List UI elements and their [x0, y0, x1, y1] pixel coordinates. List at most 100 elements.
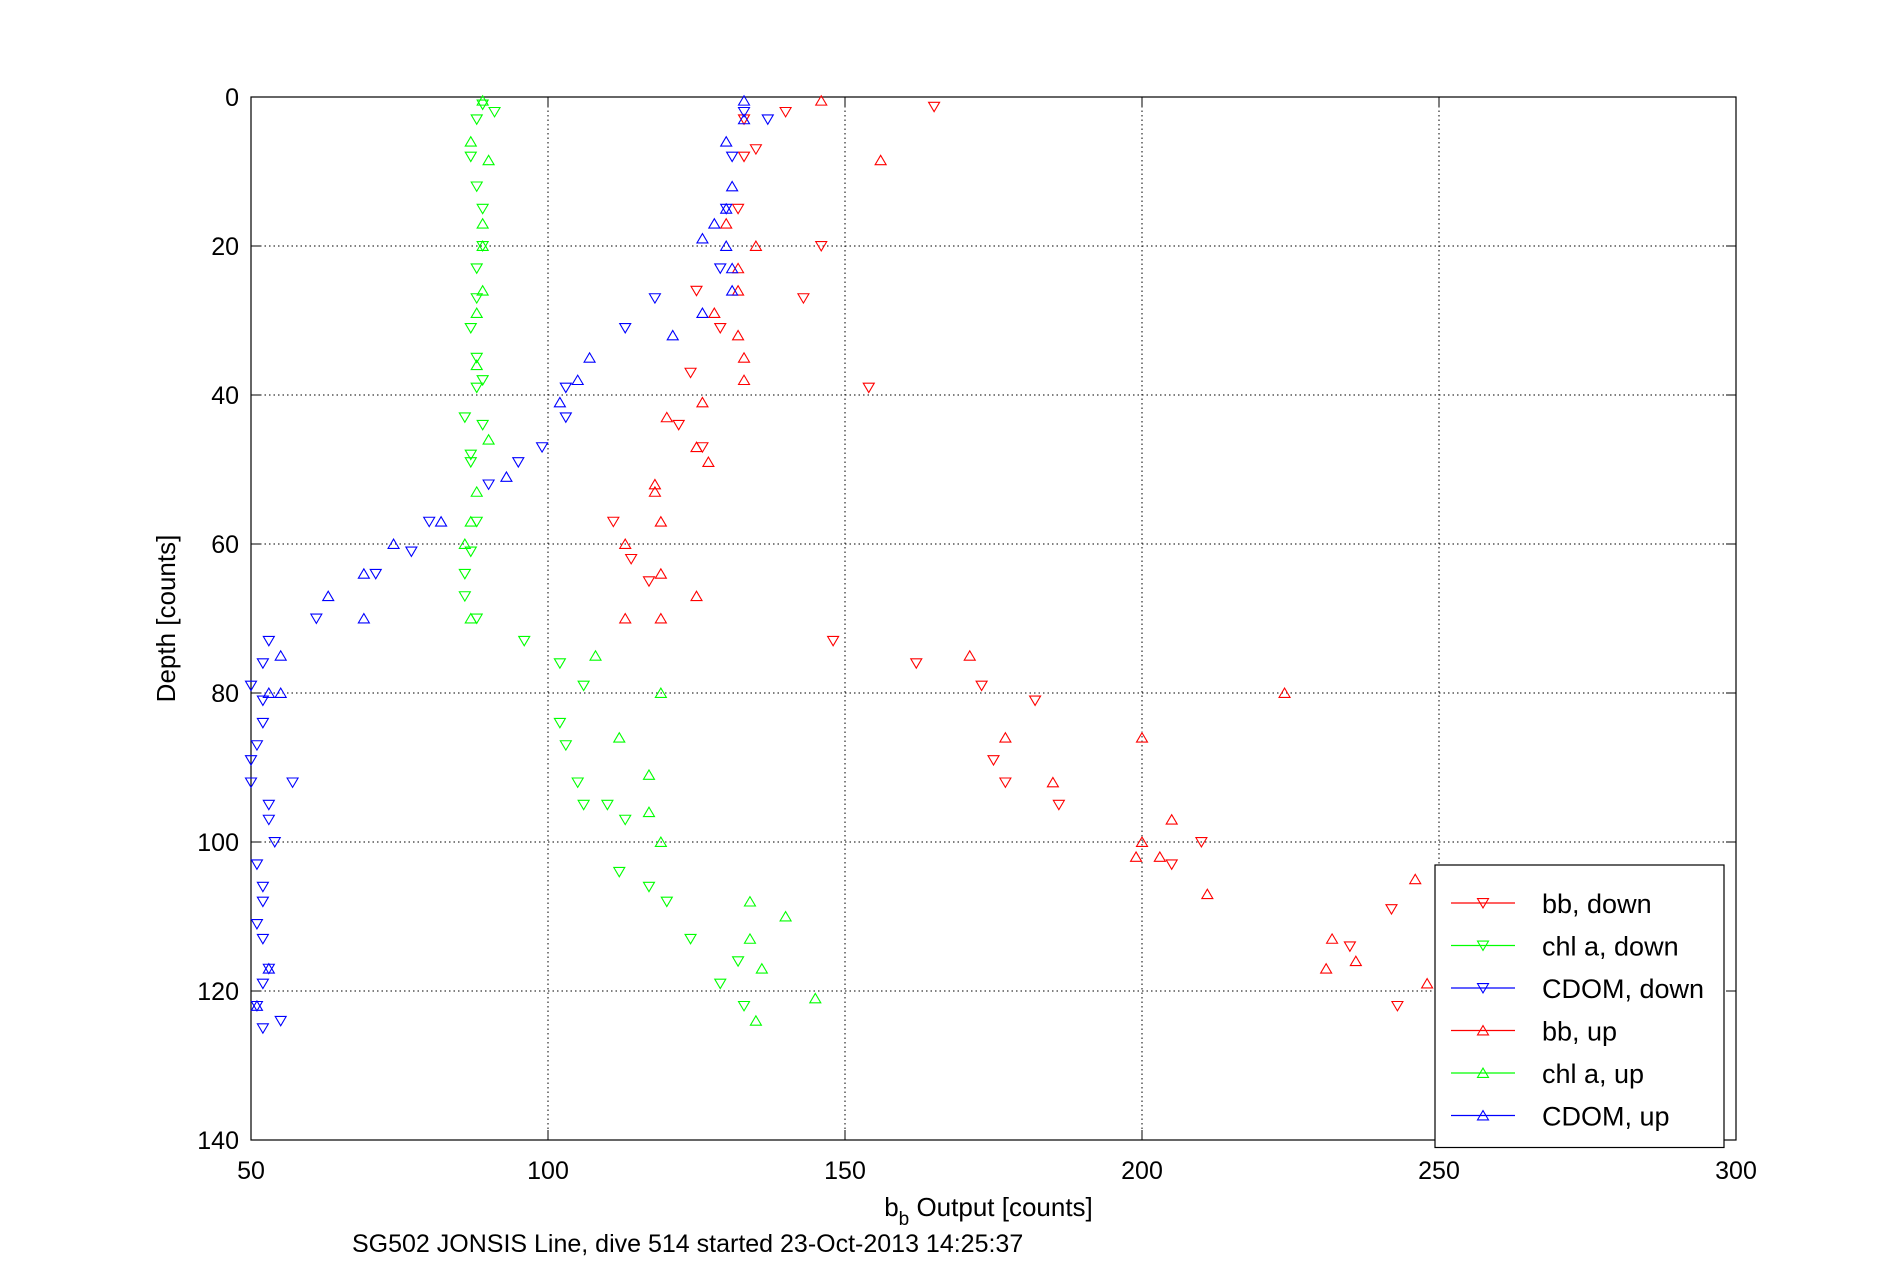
data-point	[814, 94, 828, 106]
data-point	[321, 590, 335, 602]
legend-box	[1434, 864, 1725, 1149]
data-point	[998, 731, 1012, 743]
data-point	[642, 881, 656, 893]
y-tick-label: 140	[197, 1127, 239, 1155]
data-point	[690, 285, 703, 297]
series-1	[458, 99, 751, 1012]
data-point	[256, 1023, 270, 1035]
data-point	[274, 686, 288, 698]
data-point	[737, 351, 751, 363]
data-point	[737, 1000, 751, 1012]
data-point	[690, 441, 703, 453]
data-point	[262, 635, 276, 647]
data-point	[612, 866, 626, 878]
legend-item: CDOM, up	[1451, 1102, 1670, 1132]
data-point	[256, 717, 270, 729]
data-point	[707, 217, 721, 229]
x-tick-label: 100	[527, 1157, 569, 1185]
data-point	[250, 918, 264, 930]
data-point	[826, 635, 840, 647]
data-point	[517, 635, 531, 647]
data-point	[648, 485, 662, 497]
data-point	[909, 658, 923, 670]
x-tick-label: 50	[237, 1157, 265, 1185]
y-tick-label: 80	[211, 680, 239, 708]
data-point	[499, 470, 513, 482]
data-point	[737, 94, 751, 106]
y-tick-label: 100	[197, 829, 239, 857]
data-point	[274, 1015, 288, 1027]
data-point	[1028, 695, 1042, 707]
data-point	[1420, 977, 1434, 989]
data-point	[1408, 873, 1422, 885]
data-point	[476, 203, 490, 215]
data-point	[719, 135, 733, 147]
data-point	[256, 896, 270, 908]
data-point	[256, 695, 270, 707]
data-point	[606, 516, 620, 528]
series-2	[244, 106, 775, 1035]
data-point	[737, 113, 751, 125]
legend: bb, down chl a, down CDOM, down bb, up chl a…	[1434, 864, 1725, 1149]
data-point	[731, 956, 745, 968]
legend-label: bb, down	[1542, 889, 1652, 919]
legend-label: chl a, up	[1542, 1059, 1644, 1089]
data-point	[1343, 941, 1357, 953]
data-point	[1325, 932, 1339, 944]
data-point	[387, 537, 401, 549]
x-axis-title-rest: Output [counts]	[909, 1192, 1093, 1222]
data-point	[737, 374, 751, 386]
legend-item: chl a, down	[1451, 932, 1679, 962]
data-point	[476, 217, 490, 229]
legend-items: bb, down chl a, down CDOM, down bb, up chl a…	[1451, 889, 1704, 1132]
data-point	[476, 239, 490, 251]
x-tick-label: 300	[1715, 1157, 1757, 1185]
data-point	[695, 396, 709, 408]
data-point	[755, 962, 769, 974]
data-point	[434, 515, 448, 527]
data-point	[1349, 955, 1363, 967]
data-point	[553, 658, 567, 670]
data-point	[862, 382, 876, 394]
data-point	[719, 217, 733, 229]
data-point	[458, 412, 472, 424]
data-point	[975, 680, 989, 692]
data-point	[256, 658, 270, 670]
y-tick-label: 20	[211, 233, 239, 261]
data-point	[286, 777, 300, 789]
data-point	[1046, 776, 1060, 788]
data-point	[470, 307, 484, 319]
data-point	[482, 433, 496, 445]
data-point	[464, 449, 478, 461]
data-point	[987, 755, 1000, 767]
data-point	[262, 799, 276, 811]
data-point	[1129, 850, 1143, 862]
data-point	[464, 322, 478, 334]
data-point	[470, 359, 484, 371]
data-point	[1390, 1000, 1404, 1012]
data-point	[927, 101, 941, 113]
data-point	[719, 202, 733, 214]
data-point	[654, 612, 668, 624]
data-point	[369, 568, 383, 580]
data-point	[1165, 859, 1179, 871]
data-point	[725, 262, 739, 274]
data-point	[357, 567, 371, 579]
data-point	[749, 239, 763, 251]
legend-label: CDOM, up	[1542, 1102, 1670, 1132]
data-point	[422, 516, 436, 528]
data-point	[725, 180, 739, 192]
data-point	[642, 768, 656, 780]
data-point	[589, 649, 602, 661]
data-point	[743, 895, 757, 907]
data-point	[814, 241, 828, 253]
data-point	[690, 590, 703, 602]
x-tick-label: 200	[1121, 1157, 1163, 1185]
data-point	[695, 232, 709, 244]
series-4	[458, 94, 822, 1026]
data-point	[600, 799, 614, 811]
data-point	[559, 412, 573, 424]
data-point	[654, 835, 668, 847]
chart-caption: SG502 JONSIS Line, dive 514 started 23-O…	[352, 1230, 1023, 1258]
data-point	[470, 352, 484, 364]
